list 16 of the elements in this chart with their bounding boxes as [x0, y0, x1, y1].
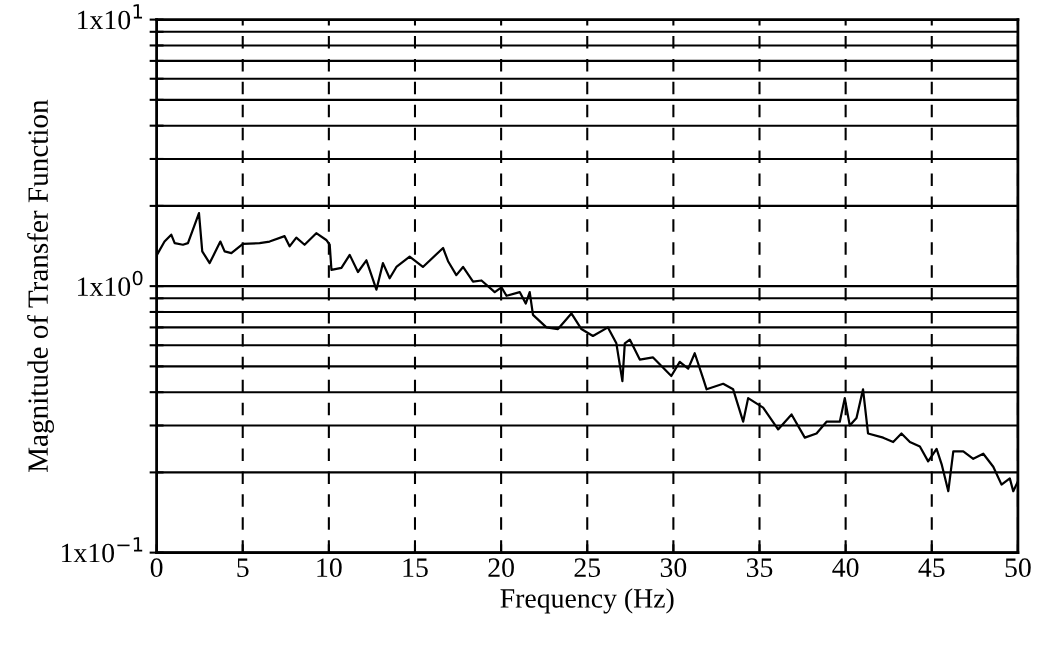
x-tick-label: 20	[488, 558, 514, 578]
y-tick-label: 1x10$^{1}$	[78, 4, 143, 30]
x-tick-label: 5	[237, 558, 249, 578]
x-axis-title: Frequency (Hz)	[500, 588, 674, 614]
y-tick-label: 1x10$^{−1}$	[61, 537, 143, 563]
x-tick-label: 25	[574, 558, 601, 578]
x-tick-label: 0	[150, 558, 163, 578]
x-tick-label: 15	[403, 558, 428, 578]
x-tick-label: 45	[918, 558, 945, 578]
x-tick-label: 50	[1005, 558, 1031, 578]
x-tick-label: 40	[832, 558, 859, 578]
y-axis-title: Magnitude of Transfer Function	[27, 99, 54, 473]
x-tick-label: 10	[317, 558, 342, 578]
x-tick-label: 30	[660, 558, 687, 578]
x-tick-label: 35	[746, 558, 773, 578]
y-tick-label: 1x10$^{0}$	[78, 270, 143, 297]
